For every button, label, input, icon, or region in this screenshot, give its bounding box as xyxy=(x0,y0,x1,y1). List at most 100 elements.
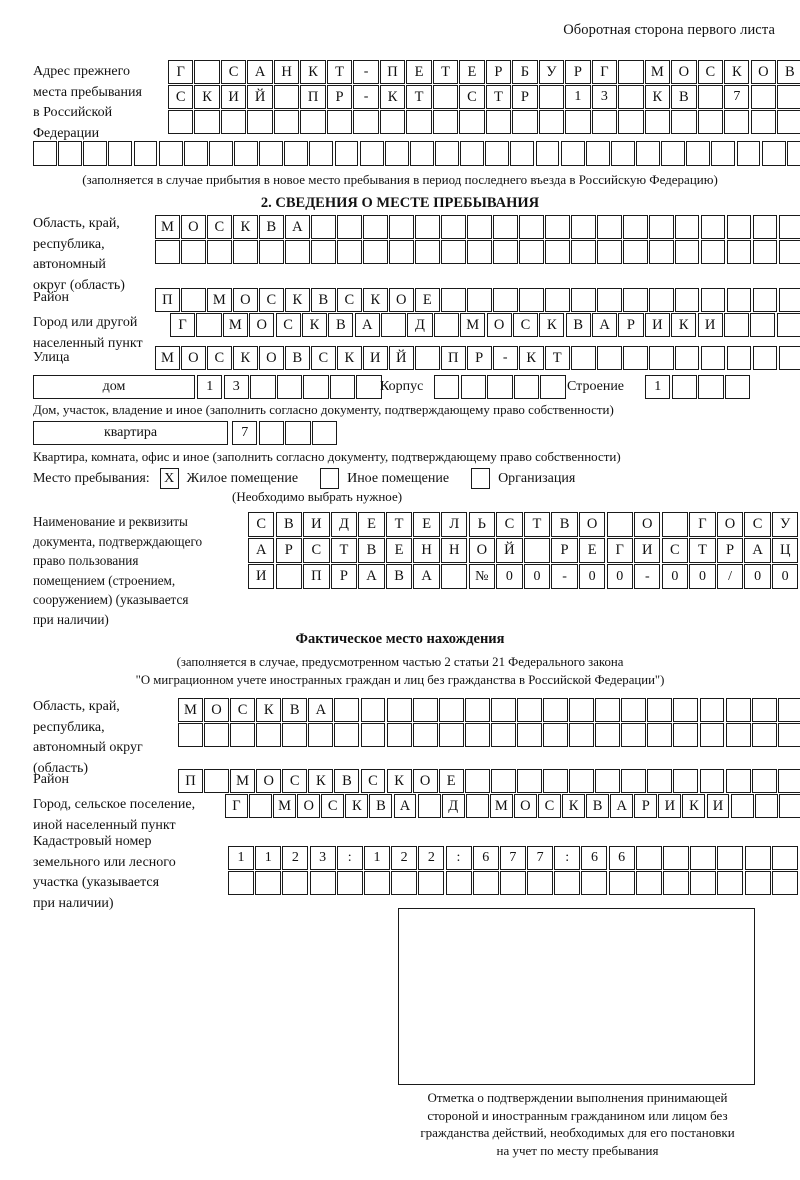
char-cell[interactable] xyxy=(538,85,565,109)
char-cell[interactable] xyxy=(786,141,800,166)
char-cell[interactable]: : xyxy=(336,846,363,870)
char-cell[interactable]: 1 xyxy=(363,846,390,870)
char-cell[interactable]: Ь xyxy=(468,512,496,537)
char-cell[interactable]: А xyxy=(354,313,380,337)
char-cell[interactable] xyxy=(490,698,516,722)
char-cell[interactable] xyxy=(418,871,445,895)
char-cell[interactable] xyxy=(247,110,273,134)
char-cell[interactable]: В xyxy=(551,512,578,537)
char-cell[interactable] xyxy=(466,215,492,239)
char-cell[interactable] xyxy=(596,240,622,264)
char-cell[interactable] xyxy=(648,288,674,312)
char-cell[interactable] xyxy=(311,421,338,445)
char-cell[interactable] xyxy=(777,769,800,793)
char-cell[interactable] xyxy=(686,141,711,166)
char-cell[interactable] xyxy=(726,240,752,264)
char-cell[interactable] xyxy=(440,215,466,239)
char-cell[interactable] xyxy=(751,769,777,793)
char-cell[interactable]: П xyxy=(178,769,203,793)
char-cell[interactable]: П xyxy=(155,288,180,312)
char-cell[interactable] xyxy=(647,723,673,747)
char-cell[interactable]: П xyxy=(300,85,326,109)
char-cell[interactable]: 0 xyxy=(661,564,689,589)
char-cell[interactable]: С xyxy=(258,288,284,312)
char-cell[interactable] xyxy=(492,288,518,312)
char-cell[interactable]: К xyxy=(379,85,406,109)
char-cell[interactable]: О xyxy=(750,60,776,84)
char-cell[interactable] xyxy=(569,723,595,747)
char-cell[interactable]: Е xyxy=(438,769,464,793)
char-cell[interactable] xyxy=(690,846,717,870)
char-cell[interactable] xyxy=(379,110,406,134)
char-cell[interactable] xyxy=(388,215,414,239)
char-cell[interactable]: И xyxy=(220,85,247,109)
char-cell[interactable]: М xyxy=(460,313,486,337)
char-cell[interactable] xyxy=(517,698,542,722)
char-cell[interactable] xyxy=(699,769,725,793)
char-cell[interactable] xyxy=(334,698,360,722)
char-cell[interactable] xyxy=(570,215,596,239)
char-cell[interactable] xyxy=(622,288,648,312)
char-cell[interactable]: М xyxy=(273,794,297,818)
char-cell[interactable]: Р xyxy=(565,60,591,84)
char-cell[interactable] xyxy=(310,240,336,264)
char-cell[interactable]: Т xyxy=(544,346,570,370)
char-cell[interactable] xyxy=(433,313,459,337)
char-cell[interactable]: В xyxy=(671,85,697,109)
char-cell[interactable]: К xyxy=(256,698,282,722)
char-cell[interactable] xyxy=(752,346,778,370)
char-cell[interactable] xyxy=(717,846,744,870)
char-cell[interactable] xyxy=(648,240,674,264)
char-cell[interactable] xyxy=(208,141,233,166)
char-cell[interactable] xyxy=(518,215,544,239)
char-cell[interactable] xyxy=(724,110,750,134)
char-cell[interactable] xyxy=(752,288,778,312)
char-cell[interactable]: Т xyxy=(485,85,512,109)
char-cell[interactable]: - xyxy=(492,346,518,370)
char-cell[interactable]: Н xyxy=(441,538,468,563)
char-cell[interactable] xyxy=(228,871,254,895)
char-cell[interactable]: С xyxy=(496,512,523,537)
char-cell[interactable]: Т xyxy=(330,538,358,563)
char-cell[interactable] xyxy=(406,110,432,134)
char-cell[interactable]: А xyxy=(308,698,334,722)
char-cell[interactable] xyxy=(386,698,412,722)
char-cell[interactable] xyxy=(752,215,778,239)
char-cell[interactable]: Е xyxy=(385,538,413,563)
char-cell[interactable] xyxy=(673,698,699,722)
char-cell[interactable]: К xyxy=(518,346,544,370)
char-cell[interactable]: С xyxy=(538,794,561,818)
char-cell[interactable] xyxy=(490,723,516,747)
char-cell[interactable]: К xyxy=(301,313,328,337)
char-cell[interactable]: С xyxy=(275,313,301,337)
char-cell[interactable]: Й xyxy=(247,85,273,109)
char-cell[interactable]: 6 xyxy=(581,846,608,870)
char-cell[interactable]: - xyxy=(353,85,379,109)
char-cell[interactable] xyxy=(434,375,460,399)
char-cell[interactable] xyxy=(725,769,751,793)
char-cell[interactable]: Е xyxy=(459,60,485,84)
char-cell[interactable]: 3 xyxy=(309,846,336,870)
char-cell[interactable]: Д xyxy=(407,313,433,337)
char-cell[interactable]: И xyxy=(303,512,330,537)
char-cell[interactable]: Р xyxy=(551,538,578,563)
char-cell[interactable]: Г xyxy=(689,512,716,537)
char-cell[interactable] xyxy=(647,769,673,793)
char-cell[interactable]: Й xyxy=(388,346,414,370)
char-cell[interactable] xyxy=(275,564,302,589)
char-cell[interactable] xyxy=(440,240,466,264)
char-cell[interactable] xyxy=(303,375,329,399)
char-cell[interactable] xyxy=(384,141,409,166)
char-cell[interactable] xyxy=(543,698,568,722)
char-cell[interactable]: К xyxy=(300,60,326,84)
char-cell[interactable]: : xyxy=(445,846,472,870)
char-cell[interactable]: А xyxy=(413,564,440,589)
char-cell[interactable]: С xyxy=(248,512,275,537)
char-cell[interactable]: Р xyxy=(275,538,302,563)
char-cell[interactable] xyxy=(445,871,472,895)
char-cell[interactable] xyxy=(700,240,726,264)
char-cell[interactable]: В xyxy=(282,698,308,722)
char-cell[interactable] xyxy=(618,110,644,134)
char-cell[interactable]: С xyxy=(168,85,194,109)
